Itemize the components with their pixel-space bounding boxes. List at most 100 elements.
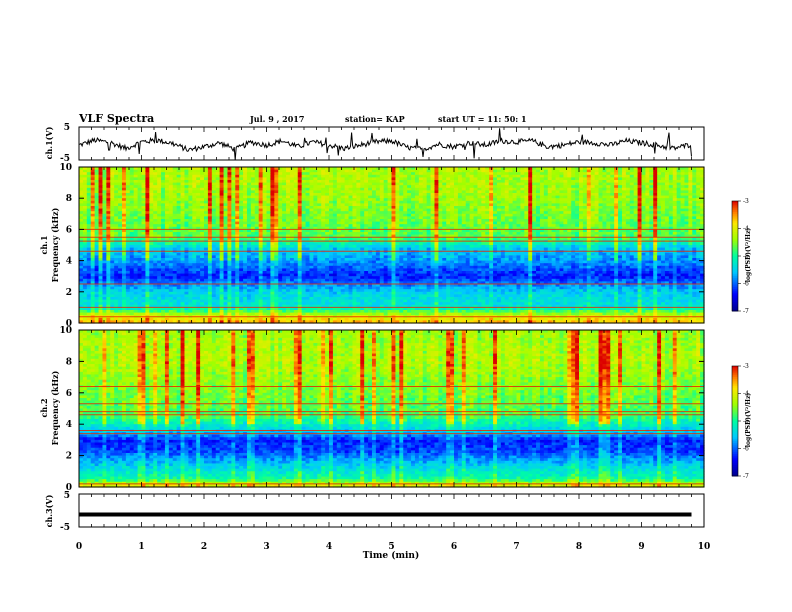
ch1-spectrogram-cell — [297, 169, 303, 173]
ch1-spectrogram-cell — [274, 167, 279, 171]
ch1-spectrogram-cell — [192, 174, 197, 178]
ch1-spectrogram-cell — [164, 172, 170, 176]
ch1-spectrogram-cell — [129, 174, 135, 178]
ch1-spectrogram-cell — [79, 172, 84, 176]
ch1-spectrogram-cell — [477, 172, 482, 176]
ch1-spectrogram-cell — [379, 172, 385, 176]
ch1-spectrogram-cell — [278, 172, 283, 176]
ch1-spectrogram-cell — [348, 169, 354, 173]
ch1-spectrogram-cell — [641, 172, 647, 176]
ch1-spectrogram-cell — [700, 169, 705, 173]
ch1-spectrogram-cell — [133, 172, 139, 176]
ch1-spectrogram-cell — [692, 169, 697, 173]
ch1-waveform-trace — [78, 128, 692, 161]
ch1-spectrogram-cell — [227, 172, 232, 176]
ch1-spectrogram-cell — [391, 172, 397, 176]
ch1-spectrogram-cell — [375, 172, 381, 176]
ch1-spectrogram-cell — [645, 172, 650, 176]
ch1-spectrogram-cell — [489, 174, 494, 178]
ch1-spectrogram-cell — [368, 169, 373, 173]
ch1-spectrogram-cell — [696, 169, 701, 173]
ch1-spectrogram-cell — [680, 172, 686, 176]
ch1-spectrogram-cell — [90, 167, 96, 171]
ch1-spectrogram-cell — [625, 174, 631, 178]
ch1-spectrogram-cell — [539, 172, 545, 176]
ch1-spectrogram-cell — [149, 174, 154, 178]
ch1-spectrogram-cell — [434, 172, 439, 176]
ch1-spectrogram-cell — [629, 167, 635, 171]
ch1-spectrogram-cell — [340, 172, 346, 176]
ch1-spectrogram-cell — [110, 174, 115, 178]
ch1-spectrogram-cell — [637, 169, 643, 173]
ch1-spectrogram-cell — [239, 169, 244, 173]
ch1-spectrogram-cell — [102, 174, 107, 178]
ch1-spectrogram-cell — [504, 172, 510, 176]
ch1-spectrogram-cell — [293, 174, 299, 178]
ch1-spectrogram-cell — [532, 174, 537, 178]
ch1-spectrogram-cell — [555, 174, 561, 178]
ch1-spectrogram-cell — [579, 172, 584, 176]
ch1-spectrogram-cell — [196, 169, 201, 173]
ch1-spectrogram-cell — [133, 167, 139, 171]
ch1-spectrogram-cell — [82, 174, 88, 178]
ch1-spectrogram-cell — [575, 174, 580, 178]
ch1-spectrogram-cell — [645, 167, 650, 171]
ch1-spectrogram-cell — [375, 169, 381, 173]
ch1-spectrogram-cell — [270, 167, 275, 171]
ch1-spectrogram-cell — [625, 172, 631, 176]
ch1-spectrogram-cell — [196, 167, 201, 171]
ch1-spectrogram-cell — [94, 167, 100, 171]
ch1-spectrogram-cell — [90, 172, 96, 176]
ch1-spectrogram-cell — [204, 169, 209, 173]
ch1-spectrogram-cell — [106, 174, 111, 178]
ch1-spectrogram-cell — [504, 169, 510, 173]
ch1-spectrogram-cell — [657, 169, 662, 173]
ch1-spectrogram-cell — [481, 169, 486, 173]
ch1-spectrogram-cell — [246, 174, 252, 178]
ch1-spectrogram-cell — [645, 174, 650, 178]
ch1-spectrogram-cell — [204, 167, 209, 171]
ch1-spectrogram-cell — [473, 174, 479, 178]
ch1-spectrogram-cell — [602, 174, 607, 178]
ch1-spectrogram-cell — [512, 174, 518, 178]
ch1-spectrogram-cell — [454, 172, 459, 176]
ch1-spectrogram-cell — [293, 172, 299, 176]
ch1-spectrogram-cell — [493, 167, 498, 171]
ch1-spectrogram-cell — [516, 169, 522, 173]
ch1-spectrogram-cell — [289, 174, 295, 178]
ch1-spectrogram-cell — [457, 167, 463, 171]
ch1-spectrogram-cell — [246, 172, 252, 176]
ch1-spectrogram-cell — [375, 167, 381, 171]
ch1-spectrogram-cell — [563, 167, 568, 171]
ch1-spectrogram-cell — [422, 172, 428, 176]
ch1-spectrogram-cell — [571, 169, 576, 173]
ch1-spectrogram-cell — [590, 167, 596, 171]
ch1-spectrogram-cell — [653, 174, 658, 178]
ch1-spectrogram-cell — [145, 172, 150, 176]
ch1-spectrogram-cell — [536, 174, 541, 178]
ch1-spectrogram-cell — [532, 169, 537, 173]
ch1-spectrogram-cell — [567, 167, 572, 171]
ch1-spectrogram-cell — [442, 172, 447, 176]
ch1-spectrogram-cell — [329, 169, 334, 173]
ch1-spectrogram-cell — [102, 169, 107, 173]
ch1-spectrogram-cell — [473, 172, 479, 176]
ch1-spectrogram-cell — [430, 172, 436, 176]
ch1-spectrogram-cell — [426, 172, 432, 176]
ch1-spectrogram-cell — [469, 174, 475, 178]
ch1-spectrogram-cell — [586, 174, 592, 178]
ch1-spectrogram-cell — [211, 174, 217, 178]
ch1-spectrogram-cell — [336, 167, 342, 171]
ch1-spectrogram-cell — [383, 174, 389, 178]
ch1-spectrogram-cell — [680, 169, 686, 173]
ch1-spectrogram-cell — [168, 169, 174, 173]
ch1-spectrogram-cell — [223, 169, 229, 173]
ch1-spectrogram-cell — [368, 167, 373, 171]
ch1-spectrogram-cell — [411, 169, 416, 173]
ch1-spectrogram-cell — [207, 172, 213, 176]
ch1-spectrogram-cell — [118, 172, 123, 176]
ch1-spectrogram-cell — [184, 172, 189, 176]
ch1-spectrogram-cell — [512, 167, 518, 171]
ch1-spectrogram-cell — [414, 167, 420, 171]
ch1-spectrogram-cell — [278, 174, 283, 178]
